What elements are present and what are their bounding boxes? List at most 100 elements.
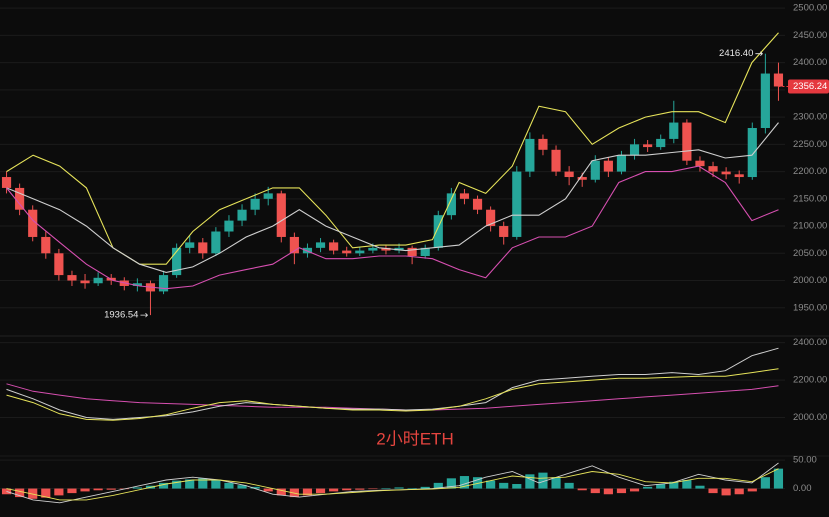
macd-bar bbox=[682, 480, 692, 489]
y-tick-label: 2150.00 bbox=[793, 193, 827, 204]
candle-body bbox=[1, 177, 12, 188]
price-annotation: 2416.40 bbox=[719, 48, 753, 59]
candle-body bbox=[132, 283, 142, 286]
watermark-label: 2小时ETH bbox=[376, 429, 453, 448]
macd-bar bbox=[695, 485, 705, 489]
macd-bar bbox=[355, 488, 365, 490]
macd-bar bbox=[512, 484, 522, 489]
macd-bar bbox=[276, 488, 286, 496]
macd-bar bbox=[302, 488, 313, 496]
candle-body bbox=[407, 247, 417, 257]
y-tick-label: 2200.00 bbox=[793, 166, 827, 177]
macd-bar bbox=[760, 477, 770, 489]
macd-bar bbox=[315, 488, 326, 494]
macd-bar bbox=[198, 478, 208, 489]
macd-bar bbox=[459, 476, 470, 489]
candle-body bbox=[420, 247, 430, 257]
candle-body bbox=[224, 220, 234, 232]
macd-bar bbox=[499, 482, 509, 489]
macd-bar bbox=[472, 477, 483, 489]
candle-body bbox=[564, 171, 574, 178]
macd-bar bbox=[381, 487, 391, 489]
macd-bar bbox=[525, 474, 535, 489]
indicator-line bbox=[6, 368, 779, 421]
candle-body bbox=[551, 149, 561, 172]
macd-bar bbox=[656, 484, 666, 489]
candle-body bbox=[15, 187, 25, 210]
macd-bar bbox=[669, 481, 679, 489]
candle-body bbox=[54, 253, 64, 276]
y-tick-label: 0.00 bbox=[793, 483, 812, 494]
price-annotation: 1936.54 bbox=[104, 310, 138, 321]
macd-bar bbox=[643, 486, 653, 489]
candle-body bbox=[669, 122, 679, 139]
macd-bar bbox=[590, 488, 600, 494]
macd-bar bbox=[250, 486, 260, 489]
candle-body bbox=[747, 128, 757, 178]
annotation-arrow bbox=[755, 51, 763, 56]
macd-bar bbox=[185, 479, 195, 489]
last-price-label: 2356.24 bbox=[793, 81, 827, 92]
y-tick-label: 2100.00 bbox=[793, 221, 827, 232]
macd-bar bbox=[773, 468, 784, 489]
candle-body bbox=[734, 174, 744, 178]
last-price-tag bbox=[788, 79, 829, 94]
candle-body bbox=[315, 242, 326, 248]
candle-body bbox=[773, 73, 784, 87]
candle-body bbox=[185, 242, 195, 248]
y-tick-label: 2050.00 bbox=[793, 248, 827, 259]
candle-body bbox=[721, 171, 731, 175]
candle-body bbox=[603, 160, 613, 172]
macd-bar bbox=[41, 488, 51, 498]
candle-body bbox=[486, 209, 496, 227]
candle-body bbox=[211, 231, 221, 254]
macd-bar bbox=[329, 488, 339, 492]
macd-bar bbox=[564, 482, 574, 489]
candle-body bbox=[276, 193, 286, 237]
candle-body bbox=[263, 193, 273, 199]
candle-body bbox=[250, 198, 260, 210]
candle-body bbox=[695, 160, 705, 167]
candle-body bbox=[459, 193, 470, 199]
macd-bar bbox=[603, 488, 613, 495]
macd-bar bbox=[368, 488, 378, 490]
macd-bar bbox=[708, 488, 718, 494]
macd-bar bbox=[538, 472, 548, 489]
macd-bar bbox=[237, 485, 247, 489]
candle-body bbox=[289, 236, 299, 254]
macd-bar bbox=[342, 488, 352, 491]
candle-body bbox=[381, 247, 391, 251]
macd-bar bbox=[577, 488, 587, 491]
y-tick-label: 2400.00 bbox=[793, 57, 827, 68]
indicator-line bbox=[6, 468, 779, 501]
candle-body bbox=[760, 73, 770, 129]
candle-body bbox=[172, 247, 182, 276]
macd-bar bbox=[420, 486, 430, 489]
candle-body bbox=[80, 280, 90, 284]
macd-bar bbox=[551, 477, 561, 489]
macd-bar bbox=[172, 480, 182, 489]
candle-body bbox=[616, 155, 627, 172]
macd-bar bbox=[132, 487, 142, 489]
y-tick-label: 2400.00 bbox=[793, 337, 827, 348]
candle-body bbox=[237, 209, 247, 221]
macd-bar bbox=[93, 488, 103, 491]
candle-body bbox=[499, 226, 509, 237]
candle-body bbox=[656, 138, 666, 148]
macd-bar bbox=[263, 488, 273, 492]
macd-bar bbox=[54, 488, 64, 496]
macd-bar bbox=[616, 488, 627, 494]
candle-body bbox=[158, 275, 169, 292]
candle-body bbox=[433, 215, 443, 248]
candle-body bbox=[329, 242, 339, 251]
macd-bar bbox=[158, 482, 169, 489]
candle-body bbox=[28, 209, 38, 237]
annotation-arrow bbox=[140, 312, 149, 318]
indicator-line bbox=[6, 165, 779, 290]
candle-body bbox=[525, 138, 535, 172]
candle-body bbox=[368, 247, 378, 251]
macd-bar bbox=[394, 487, 404, 489]
y-tick-label: 1950.00 bbox=[793, 302, 827, 313]
candle-body bbox=[67, 275, 77, 281]
